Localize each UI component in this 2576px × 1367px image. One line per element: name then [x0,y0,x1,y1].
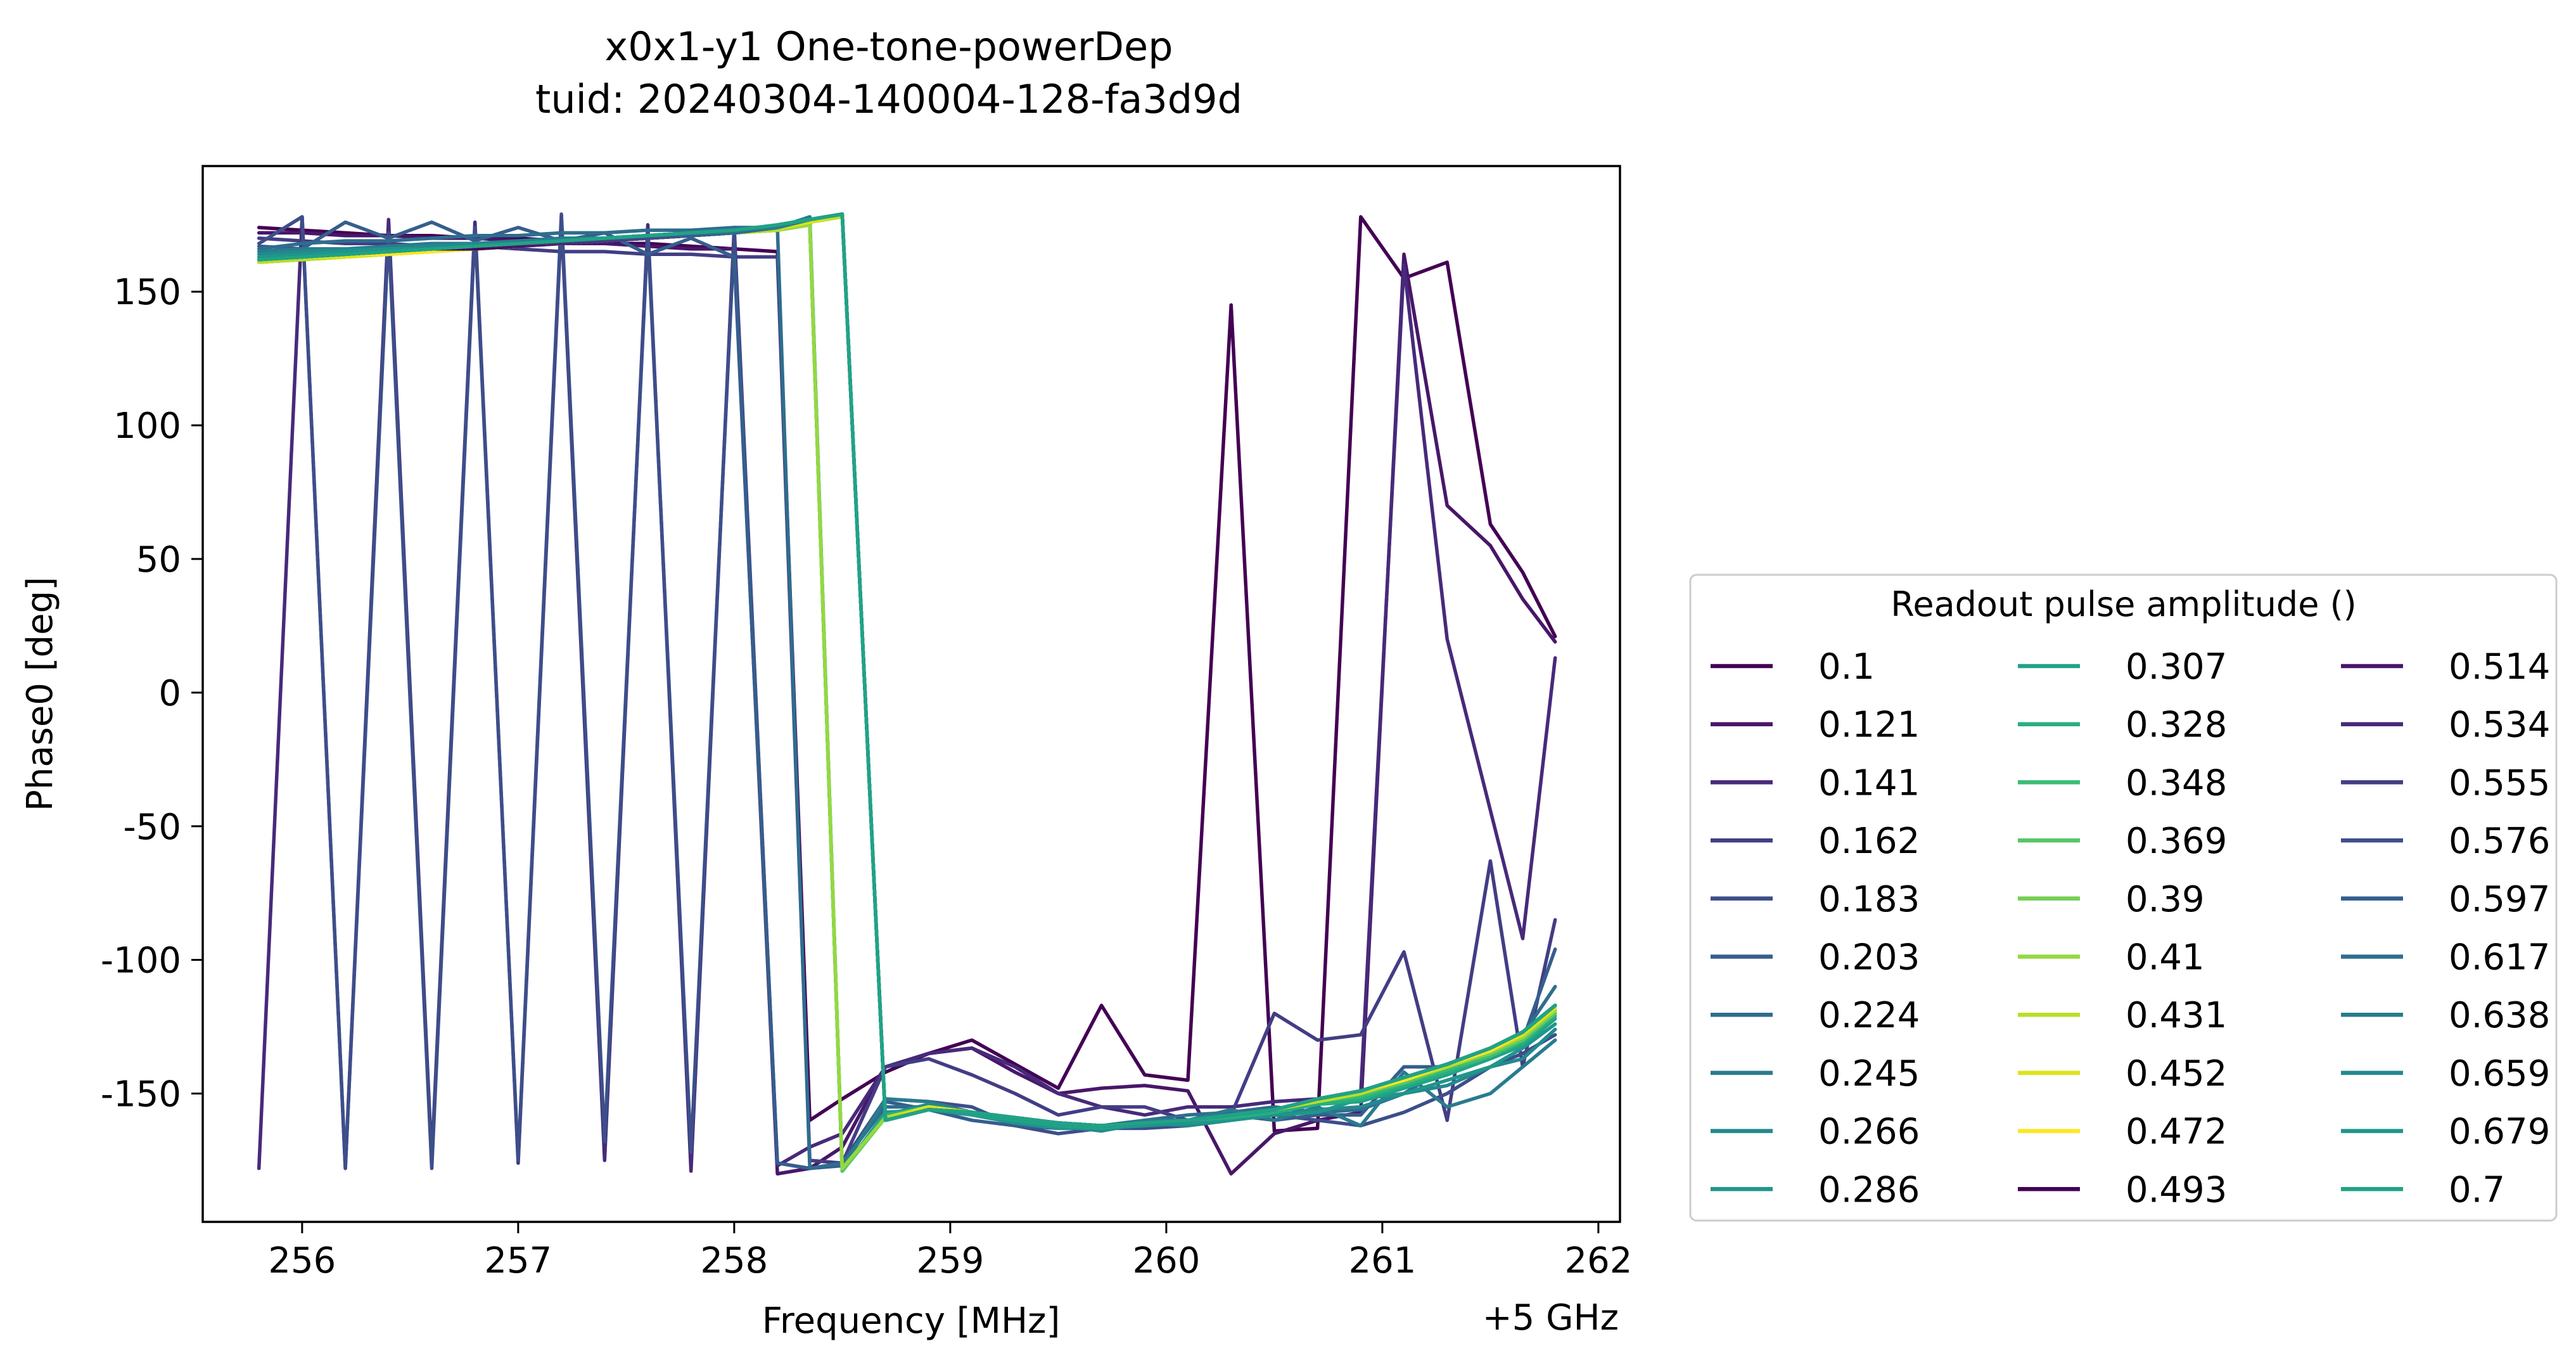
legend-label: 0.307 [2126,646,2227,688]
legend-label: 0.514 [2449,646,2550,688]
legend-items: 0.1 0.121 0.141 0.162 0.183 0.203 0.224 0.245 0.… [1711,646,2550,1210]
legend-label: 0.203 [1818,937,1920,979]
legend-item-0.121: 0.121 [1711,705,1920,746]
legend-label: 0.141 [1818,762,1920,804]
legend-item-0.7: 0.7 [2341,1169,2505,1210]
legend-item-0.617: 0.617 [2341,937,2550,979]
legend-item-0.266: 0.266 [1711,1112,1920,1153]
legend-label: 0.7 [2449,1169,2505,1210]
x-tick-label: 262 [1564,1240,1632,1281]
x-tick-label: 259 [916,1240,984,1281]
legend-label: 0.555 [2449,762,2550,804]
legend-item-0.328: 0.328 [2018,705,2227,746]
legend-label: 0.659 [2449,1053,2550,1094]
legend-label: 0.472 [2126,1112,2227,1153]
legend-item-0.224: 0.224 [1711,995,1920,1036]
legend-item-0.597: 0.597 [2341,879,2550,920]
legend-item-0.493: 0.493 [2018,1169,2227,1210]
x-tick-label: 257 [484,1240,552,1281]
legend-label: 0.286 [1818,1169,1920,1210]
legend-label: 0.617 [2449,937,2550,979]
legend-item-0.245: 0.245 [1711,1053,1920,1094]
axes-frame [201,165,1621,1223]
x-tick-label: 260 [1132,1240,1200,1281]
legend-item-0.534: 0.534 [2341,705,2550,746]
y-axis-label: Phase0 [deg] [20,577,61,811]
legend-label: 0.597 [2449,879,2550,920]
legend-item-0.203: 0.203 [1711,937,1920,979]
legend-label: 0.245 [1818,1053,1920,1094]
legend-item-0.286: 0.286 [1711,1169,1920,1210]
legend-label: 0.224 [1818,995,1920,1036]
legend-item-0.183: 0.183 [1711,879,1920,920]
legend-label: 0.431 [2126,995,2227,1036]
y-tick-label: 0 [158,673,181,714]
legend-item-0.162: 0.162 [1711,821,1920,862]
y-tick-label: 50 [136,539,181,581]
y-axis: 150 100 50 0 -50 -100 -150 [101,272,203,1115]
legend-label: 0.638 [2449,995,2550,1036]
legend-label: 0.452 [2126,1053,2227,1094]
legend-label: 0.369 [2126,821,2227,862]
legend-item-0.659: 0.659 [2341,1053,2550,1094]
legend-label: 0.348 [2126,762,2227,804]
legend-item-0.41: 0.41 [2018,937,2205,979]
legend-item-0.638: 0.638 [2341,995,2550,1036]
legend-label: 0.576 [2449,821,2550,862]
legend-item-0.369: 0.369 [2018,821,2227,862]
legend-label: 0.39 [2126,879,2205,920]
x-tick-label: 258 [700,1240,768,1281]
chart-title-line2: tuid: 20240304-140004-128-fa3d9d [535,76,1242,122]
legend-label: 0.41 [2126,937,2205,979]
legend-item-0.307: 0.307 [2018,646,2227,688]
x-tick-label: 261 [1348,1240,1416,1281]
series-line-0.224 [257,226,1557,1171]
y-tick-label: -150 [101,1074,181,1115]
legend-label: 0.162 [1818,821,1920,862]
legend-label: 0.679 [2449,1112,2550,1153]
legend-item-0.555: 0.555 [2341,762,2550,804]
legend-item-0.514: 0.514 [2341,646,2550,688]
legend-item-0.679: 0.679 [2341,1112,2550,1153]
legend-item-0.431: 0.431 [2018,995,2227,1036]
y-tick-label: 100 [113,406,181,447]
x-offset-label: +5 GHz [1482,1297,1619,1338]
legend-title: Readout pulse amplitude () [1891,584,2357,624]
legend-item-0.348: 0.348 [2018,762,2227,804]
x-tick-label: 256 [268,1240,336,1281]
legend-item-0.39: 0.39 [2018,879,2205,920]
y-tick-label: -100 [101,940,181,982]
legend-item-0.472: 0.472 [2018,1112,2227,1153]
legend-frame [1689,574,2558,1222]
legend-item-0.1: 0.1 [1711,646,1875,688]
legend-item-0.141: 0.141 [1711,762,1920,804]
legend-label: 0.1 [1818,646,1875,688]
legend: Readout pulse amplitude () 0.1 0.121 0.141… [1689,574,2558,1222]
legend-label: 0.534 [2449,705,2550,746]
x-axis: 256 257 258 259 260 261 262 [268,1222,1632,1281]
series-line-0.7 [257,212,1557,1127]
y-tick-label: 150 [113,272,181,313]
legend-label: 0.328 [2126,705,2227,746]
series-layer [257,212,1557,1176]
legend-label: 0.266 [1818,1112,1920,1153]
legend-item-0.576: 0.576 [2341,821,2550,862]
y-tick-label: -50 [124,807,181,848]
plot-area [201,165,1621,1223]
legend-label: 0.121 [1818,705,1920,746]
x-axis-label: Frequency [MHz] [762,1300,1061,1342]
chart-title-line1: x0x1-y1 One-tone-powerDep [605,23,1173,70]
legend-item-0.452: 0.452 [2018,1053,2227,1094]
legend-label: 0.183 [1818,879,1920,920]
legend-label: 0.493 [2126,1169,2227,1210]
